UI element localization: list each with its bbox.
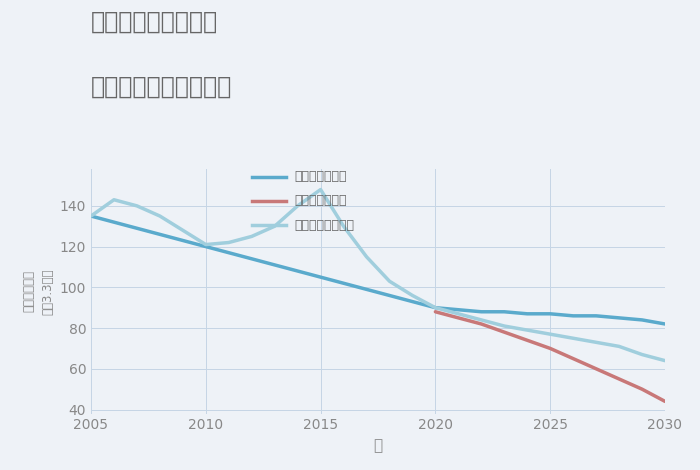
X-axis label: 年: 年 [373,438,383,453]
Text: 兵庫県赤穂市尾崎の: 兵庫県赤穂市尾崎の [91,9,218,33]
Text: ノーマルシナリオ: ノーマルシナリオ [295,219,355,232]
Text: グッドシナリオ: グッドシナリオ [295,170,347,183]
Text: 中古戸建ての価格推移: 中古戸建ての価格推移 [91,75,232,99]
Text: バッドシナリオ: バッドシナリオ [295,195,347,207]
Y-axis label: 単価（万円）
平（3.3㎡）: 単価（万円） 平（3.3㎡） [22,268,54,314]
